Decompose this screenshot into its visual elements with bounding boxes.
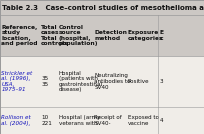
Text: Detection
method: Detection method: [94, 30, 127, 41]
Text: Exposed to
vaccine: Exposed to vaccine: [128, 115, 159, 126]
Text: 10
221: 10 221: [41, 115, 52, 126]
Text: Strickler et
al. (1996),
USA,
1975–91: Strickler et al. (1996), USA, 1975–91: [1, 70, 33, 92]
Text: 3: 3: [160, 79, 163, 84]
Text: Hospital (army
veterans with: Hospital (army veterans with: [59, 115, 100, 126]
Text: Reference,
study
location,
and period: Reference, study location, and period: [1, 25, 38, 46]
Bar: [0, 56, 204, 107]
Text: Receipt of
SV40-: Receipt of SV40-: [94, 115, 122, 126]
Text: Total
cases
Total
controls: Total cases Total controls: [41, 25, 69, 46]
Text: 35
35: 35 35: [41, 76, 48, 87]
Text: Hospital
(patients with
gastrointestinal
disease): Hospital (patients with gastrointestinal…: [59, 70, 103, 92]
Text: Exposure
categories: Exposure categories: [128, 30, 163, 41]
Text: Positive: Positive: [128, 79, 149, 84]
Text: Neutralizing
antibodies to
SV40: Neutralizing antibodies to SV40: [94, 73, 131, 90]
Bar: [0, 15, 204, 56]
Text: Control
source
(hospital,
population): Control source (hospital, population): [59, 25, 98, 46]
Bar: [0, 0, 204, 15]
Text: Rollison et
al. (2004),: Rollison et al. (2004),: [1, 115, 31, 126]
Text: Table 2.3   Case–control studies of mesothelioma and SV40: Table 2.3 Case–control studies of mesoth…: [2, 5, 204, 11]
Text: E
c: E c: [160, 30, 164, 41]
Bar: [0, 107, 204, 134]
Text: 4: 4: [160, 118, 163, 123]
